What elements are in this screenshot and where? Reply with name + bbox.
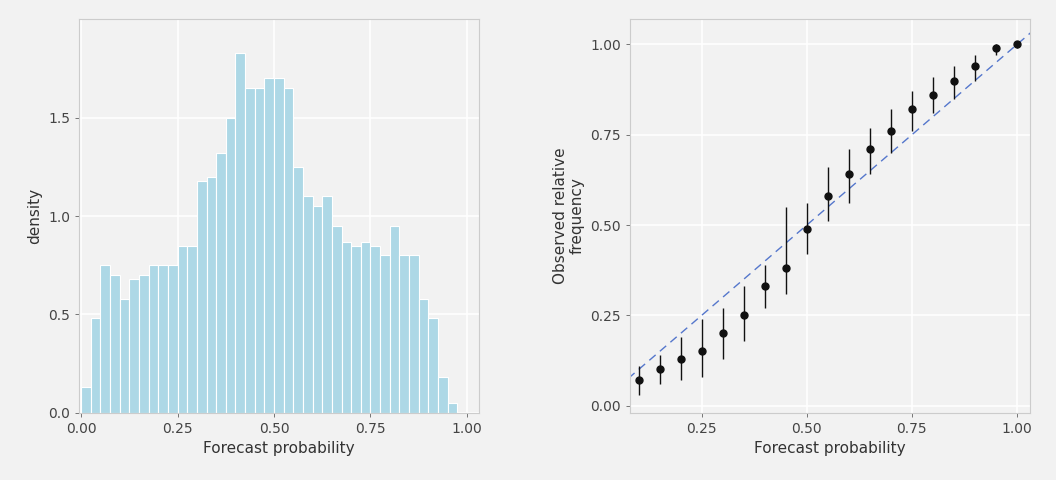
Bar: [81, 387, 91, 413]
Bar: [196, 180, 207, 413]
Bar: [119, 299, 129, 413]
Bar: [409, 255, 419, 413]
Bar: [100, 265, 110, 413]
Bar: [361, 241, 371, 413]
Bar: [341, 241, 352, 413]
Bar: [245, 88, 254, 413]
Y-axis label: Observed relative
frequency: Observed relative frequency: [552, 148, 585, 284]
Bar: [429, 318, 438, 413]
Bar: [235, 53, 245, 413]
Bar: [438, 377, 448, 413]
X-axis label: Forecast probability: Forecast probability: [754, 442, 906, 456]
Bar: [313, 206, 322, 413]
Bar: [91, 318, 100, 413]
Bar: [110, 275, 119, 413]
Bar: [254, 88, 264, 413]
Bar: [352, 246, 361, 413]
Bar: [322, 196, 332, 413]
Bar: [158, 265, 168, 413]
Bar: [303, 196, 313, 413]
Bar: [275, 78, 284, 413]
Bar: [177, 246, 187, 413]
Bar: [139, 275, 149, 413]
X-axis label: Forecast probability: Forecast probability: [203, 442, 355, 456]
Bar: [129, 279, 139, 413]
Bar: [448, 403, 457, 413]
Bar: [264, 78, 275, 413]
Bar: [371, 246, 380, 413]
Bar: [284, 88, 294, 413]
Y-axis label: density: density: [27, 188, 42, 244]
Bar: [419, 299, 429, 413]
Bar: [390, 226, 399, 413]
Bar: [226, 118, 235, 413]
Bar: [149, 265, 158, 413]
Bar: [399, 255, 409, 413]
Bar: [207, 177, 216, 413]
Bar: [332, 226, 341, 413]
Bar: [216, 153, 226, 413]
Bar: [294, 167, 303, 413]
Bar: [168, 265, 177, 413]
Bar: [380, 255, 390, 413]
Bar: [187, 246, 196, 413]
